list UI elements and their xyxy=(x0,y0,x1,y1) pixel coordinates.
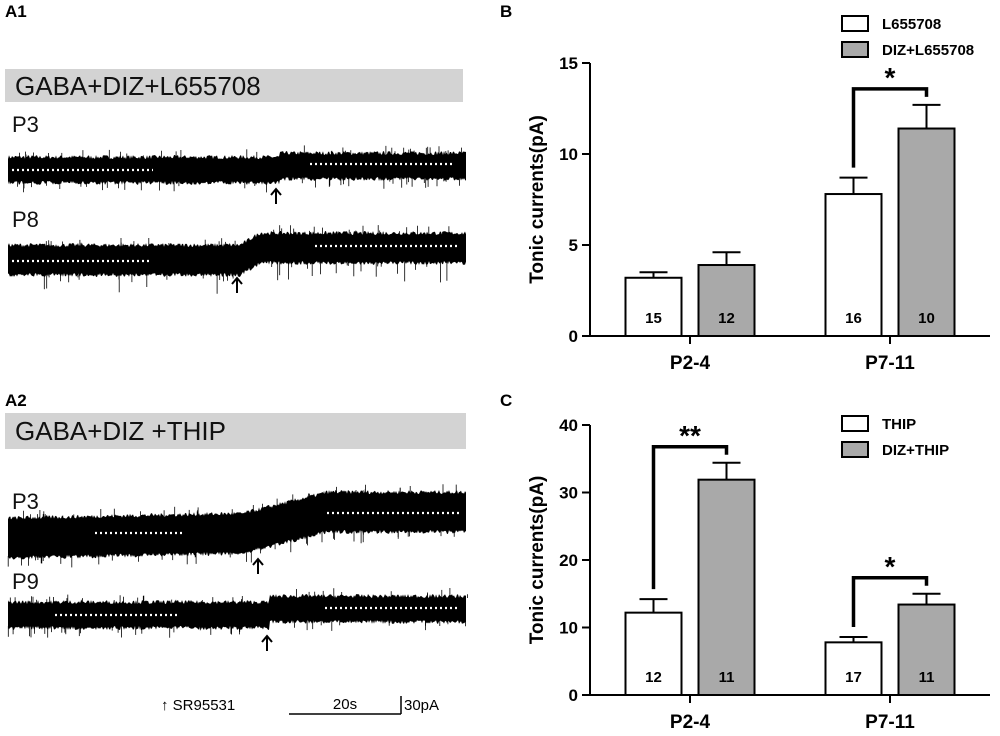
baseline-dotted-lines xyxy=(12,162,462,617)
panel-letter-a1: A1 xyxy=(5,2,27,21)
panel-letter-c: C xyxy=(500,391,513,410)
current-trace-a1-p3 xyxy=(8,145,466,193)
current-trace-a1-p8 xyxy=(8,225,466,294)
scale-amp-label: 30pA xyxy=(404,697,439,714)
panel-letter-b: B xyxy=(500,2,513,21)
current-trace-a2-p3 xyxy=(7,484,466,568)
trace-label-a1-1: P3 xyxy=(12,112,39,137)
trace-label-a1-2: P8 xyxy=(12,207,39,232)
arrow-icon xyxy=(270,187,282,204)
current-trace-a2-p9 xyxy=(7,588,468,638)
condition-bar-a2: GABA+DIZ +THIP xyxy=(5,413,466,449)
arrow-icon xyxy=(231,276,243,293)
trace-label-a2-2: P9 xyxy=(12,569,39,594)
arrow-icon xyxy=(252,557,264,574)
sr95531-arrows xyxy=(231,187,282,651)
condition-bar-a1: GABA+DIZ+L655708 xyxy=(5,69,463,102)
scale-bar: ↑ SR95531 20s 30pA xyxy=(161,696,439,715)
arrow-icon xyxy=(261,634,273,651)
trace-label-a2-1: P3 xyxy=(12,489,39,514)
panel-letter-a2: A2 xyxy=(5,391,27,410)
scale-arrow-label: ↑ SR95531 xyxy=(161,697,235,714)
scale-time-label: 20s xyxy=(333,696,357,713)
